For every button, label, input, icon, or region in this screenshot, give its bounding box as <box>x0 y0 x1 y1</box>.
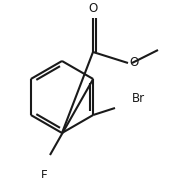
Text: F: F <box>41 169 47 178</box>
Text: O: O <box>129 56 138 69</box>
Text: Br: Br <box>132 91 145 104</box>
Text: O: O <box>88 2 98 15</box>
